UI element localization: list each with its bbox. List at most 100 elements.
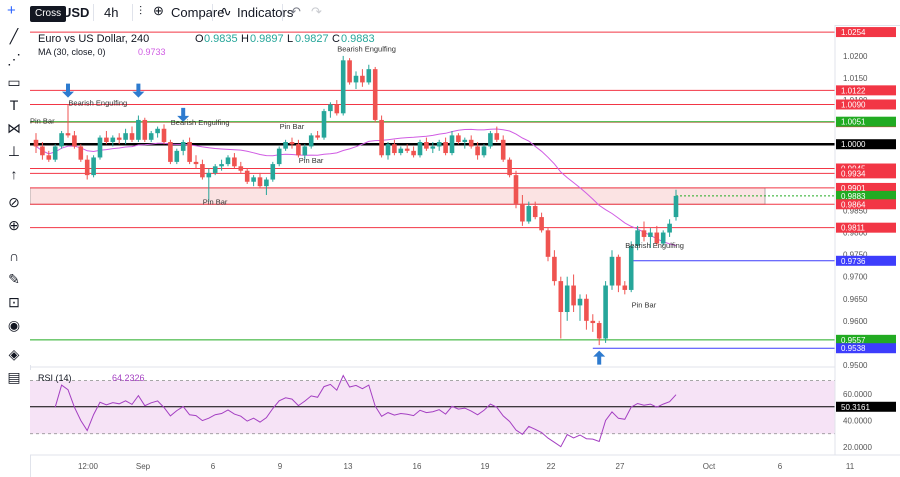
rsi-level-text: 50.3161	[841, 403, 870, 412]
arrow-up-icon[interactable]: ↑	[10, 166, 18, 182]
price-tick-label: 0.9750	[843, 251, 868, 260]
candles-style-icon[interactable]: ⫶	[139, 4, 143, 18]
candle	[456, 135, 461, 143]
candle	[372, 69, 378, 120]
candle	[468, 139, 474, 147]
text-icon[interactable]: T	[9, 97, 19, 113]
candle	[161, 128, 167, 143]
candle	[404, 148, 410, 151]
rectangle-icon[interactable]: ▭	[7, 74, 21, 90]
indicators-icon[interactable]: ∿	[220, 3, 232, 19]
candle	[97, 137, 103, 158]
candle	[315, 135, 320, 138]
candle	[424, 142, 429, 149]
eye-icon[interactable]: ◉	[7, 317, 21, 333]
candle	[660, 232, 666, 244]
level-price-text: 0.9934	[841, 169, 866, 178]
candle	[667, 223, 672, 233]
level-price-label	[836, 255, 896, 266]
candle	[545, 230, 551, 257]
trash-icon[interactable]: ▤	[7, 369, 21, 385]
lock-icon[interactable]: ⊡	[8, 294, 20, 310]
lock-drawing-icon[interactable]: ✎	[8, 271, 20, 287]
redo-icon[interactable]: ↷	[311, 4, 322, 19]
level-price-text: 1.0122	[841, 86, 866, 95]
time-tick-label: 13	[344, 462, 353, 471]
candle	[673, 195, 679, 218]
level-price-text: 1.0000	[841, 140, 866, 149]
candle	[571, 285, 576, 306]
pattern-annotation: Pin Bar	[203, 198, 228, 207]
candle	[321, 111, 327, 138]
candle	[33, 139, 39, 147]
drawing-toolbar: ╱ ⋰ ▭ T ⋈ ⊥ ↑ ⊘ ⊕ ∩ ✎ ⊡ ◉ ◈ ▤	[0, 25, 31, 477]
candle	[142, 119, 148, 140]
price-tick-label: 1.0200	[843, 52, 868, 61]
candle	[78, 146, 84, 160]
legend-close: 0.9883	[341, 33, 375, 45]
arrow-up-icon	[593, 350, 606, 365]
price-tick-label: 0.9650	[843, 295, 868, 304]
level-price-text: 0.9901	[841, 184, 866, 193]
candle	[488, 133, 493, 147]
candle	[270, 164, 276, 180]
time-tick-label: Oct	[703, 462, 716, 471]
forecast-icon[interactable]: ⊥	[7, 143, 21, 159]
legend-high: 0.9897	[250, 33, 284, 45]
pattern-annotation: Bearish Engulfing	[68, 98, 127, 107]
top-toolbar: + USD 4h ⫶ ⊕ Compare ∿ Indicators ↶ ↷	[0, 0, 900, 26]
candle	[72, 135, 77, 147]
candle	[187, 142, 192, 162]
separator	[93, 4, 94, 21]
candle	[462, 139, 468, 143]
candle	[212, 166, 218, 173]
candle	[116, 137, 122, 140]
ruler-icon[interactable]: ⊘	[8, 194, 20, 210]
candle	[430, 146, 436, 149]
symbol-label[interactable]: USD	[62, 5, 90, 20]
zoom-icon[interactable]: ⊕	[8, 217, 20, 233]
candle	[276, 148, 282, 165]
candle	[110, 137, 116, 143]
level-price-label	[836, 190, 896, 201]
candle	[206, 172, 212, 178]
time-tick-label: 19	[481, 462, 490, 471]
candle	[193, 161, 199, 165]
trend-line-icon[interactable]: ╱	[9, 28, 19, 44]
candle	[417, 142, 423, 156]
candle	[264, 179, 269, 187]
fib-icon[interactable]: ⋰	[7, 51, 21, 67]
separator	[212, 4, 213, 21]
candle	[238, 166, 244, 171]
candle	[308, 135, 314, 147]
rsi-level-label	[836, 401, 896, 412]
level-price-label	[836, 85, 896, 96]
candle	[219, 164, 224, 167]
price-tick-label: 1.0150	[843, 74, 868, 83]
level-price-text: 0.9811	[841, 224, 865, 233]
undo-icon[interactable]: ↶	[290, 4, 301, 19]
candle	[532, 206, 538, 218]
interval-button[interactable]: 4h	[104, 5, 119, 20]
level-price-label	[836, 199, 896, 210]
level-price-label	[836, 99, 896, 110]
time-tick-label: 6	[211, 462, 216, 471]
magnet-icon[interactable]: ∩	[8, 248, 20, 264]
candle	[552, 256, 557, 282]
compare-icon[interactable]: ⊕	[153, 3, 164, 18]
time-tick-label: 27	[616, 462, 625, 471]
candle	[520, 203, 525, 222]
rsi-legend-value: 64.2326	[112, 373, 145, 383]
candle	[225, 157, 231, 165]
layers-icon[interactable]: ◈	[8, 346, 20, 362]
price-chart[interactable]: Pin Bar Bearish Engulfing Bearish Engulfin…	[30, 25, 900, 477]
level-price-text: 1.0254	[841, 28, 866, 37]
pattern-annotation: Pin Bar	[632, 301, 657, 310]
indicators-button[interactable]: Indicators	[237, 5, 294, 20]
candle	[449, 135, 455, 154]
compare-button[interactable]: Compare	[171, 5, 225, 20]
separator	[132, 4, 133, 21]
pattern-icon[interactable]: ⋈	[7, 120, 21, 136]
time-tick-label: 9	[278, 462, 283, 471]
crosshair-icon[interactable]: +	[7, 2, 16, 19]
